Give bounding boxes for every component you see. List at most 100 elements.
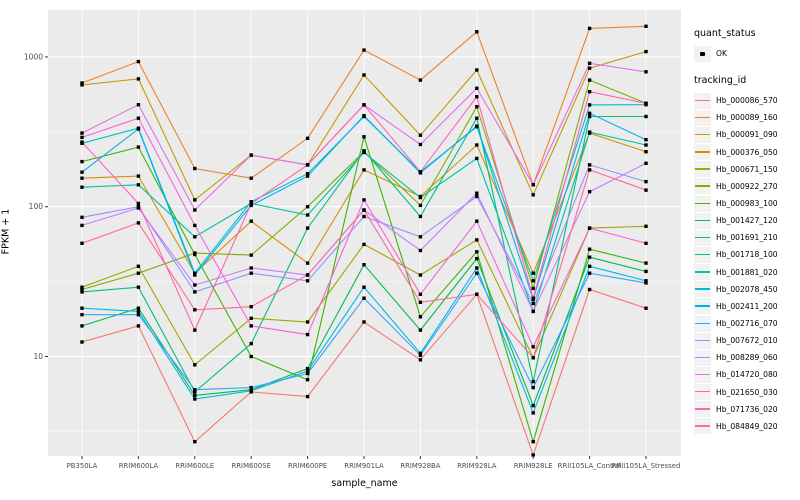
legend-item-Hb_002078_450: Hb_002078_450 — [694, 281, 800, 298]
legend-item-label: Hb_000086_570 — [716, 96, 778, 106]
series-color-line-icon — [695, 185, 710, 187]
data-point — [305, 213, 310, 217]
series-color-line-icon — [695, 356, 710, 359]
x-tick-label: RRIM928LE — [514, 462, 553, 470]
data-point — [531, 356, 535, 360]
series-line-key — [694, 281, 711, 298]
data-point — [475, 68, 479, 72]
data-point — [531, 296, 535, 300]
series-color-line-icon — [695, 219, 710, 222]
data-point — [644, 279, 648, 283]
series-line-key — [694, 161, 711, 178]
data-point — [362, 150, 366, 155]
data-point — [644, 241, 648, 245]
x-tick-label: RRIM600PE — [288, 462, 327, 470]
data-point — [418, 353, 423, 357]
data-point — [587, 264, 592, 268]
data-point — [587, 61, 592, 65]
data-point — [305, 369, 310, 373]
legend-item-label: Hb_008289_060 — [716, 353, 778, 363]
data-point — [80, 176, 84, 180]
series-line-key — [694, 264, 711, 281]
data-point — [80, 170, 84, 174]
data-point — [531, 379, 535, 384]
legend-item-Hb_014720_080: Hb_014720_080 — [694, 366, 800, 383]
data-point — [136, 285, 141, 289]
data-point — [193, 393, 197, 398]
data-point — [587, 130, 592, 134]
data-point — [305, 320, 310, 324]
data-point — [193, 388, 197, 392]
legend-item-label: Hb_001881_020 — [716, 267, 778, 277]
data-point — [531, 440, 535, 444]
data-point — [305, 261, 310, 265]
data-point — [193, 363, 197, 367]
data-point — [587, 226, 592, 230]
legend-item-label: Hb_002716_070 — [716, 319, 778, 329]
legend: quant_status OK tracking_id Hb_000086_57… — [694, 28, 800, 435]
data-point — [418, 292, 423, 296]
data-point — [136, 309, 141, 314]
data-point — [644, 143, 648, 147]
legend-item-Hb_001691_210: Hb_001691_210 — [694, 229, 800, 246]
legend-item-label: Hb_071736_020 — [716, 404, 778, 414]
data-point — [193, 440, 197, 444]
data-point — [249, 266, 253, 270]
x-tick-label: RRII105LA_Stressed — [612, 462, 681, 470]
series-line-key — [694, 195, 711, 212]
data-point — [193, 273, 197, 277]
data-point — [136, 59, 141, 64]
data-point — [362, 208, 366, 212]
data-point — [587, 247, 592, 251]
data-point — [475, 116, 479, 120]
data-point — [475, 191, 479, 195]
tracking-id-legend-items: Hb_000086_570 Hb_000089_160 Hb_000091_090 H… — [694, 92, 800, 435]
data-point — [587, 114, 592, 119]
data-point — [362, 135, 366, 139]
series-color-line-icon — [695, 408, 710, 410]
data-point — [531, 453, 535, 457]
data-point — [587, 78, 592, 82]
x-tick-label: RRIM901LA — [344, 462, 384, 470]
data-point — [80, 287, 84, 292]
data-point — [475, 271, 479, 275]
legend-item-label: OK — [716, 49, 727, 59]
data-point — [475, 250, 479, 254]
legend-item-Hb_000671_150: Hb_000671_150 — [694, 161, 800, 178]
data-point — [305, 332, 310, 337]
legend-item-Hb_001881_020: Hb_001881_020 — [694, 264, 800, 281]
x-tick-label: RRIM600LE — [175, 462, 214, 470]
legend-item-Hb_000086_570: Hb_000086_570 — [694, 92, 800, 109]
x-tick-label: RRIM928LA — [457, 462, 497, 470]
point-marker-icon — [700, 51, 705, 57]
data-point — [418, 273, 423, 277]
data-point — [418, 300, 423, 304]
data-point — [644, 161, 648, 165]
data-point — [136, 271, 141, 275]
data-point — [475, 238, 479, 242]
data-point — [644, 188, 648, 192]
data-point — [587, 111, 592, 115]
data-point — [418, 235, 423, 239]
legend-item-label: Hb_000671_150 — [716, 164, 778, 174]
data-point — [475, 95, 479, 99]
legend-item-label: Hb_000983_100 — [716, 199, 778, 209]
data-point — [644, 179, 648, 184]
series-line-key — [694, 109, 711, 126]
data-point — [475, 266, 479, 270]
data-point — [249, 354, 253, 359]
data-point — [587, 271, 592, 275]
data-point — [80, 324, 84, 328]
data-point — [362, 198, 366, 202]
data-point — [475, 219, 479, 223]
data-point — [587, 90, 592, 94]
data-point — [362, 48, 366, 52]
data-point — [531, 309, 535, 314]
legend-item-Hb_008289_060: Hb_008289_060 — [694, 349, 800, 366]
data-point — [475, 292, 479, 296]
ok-point-key — [694, 45, 711, 62]
y-tick-label: 10 — [33, 352, 43, 361]
series-line-key — [694, 126, 711, 143]
data-point — [644, 49, 648, 54]
data-point — [305, 371, 310, 376]
